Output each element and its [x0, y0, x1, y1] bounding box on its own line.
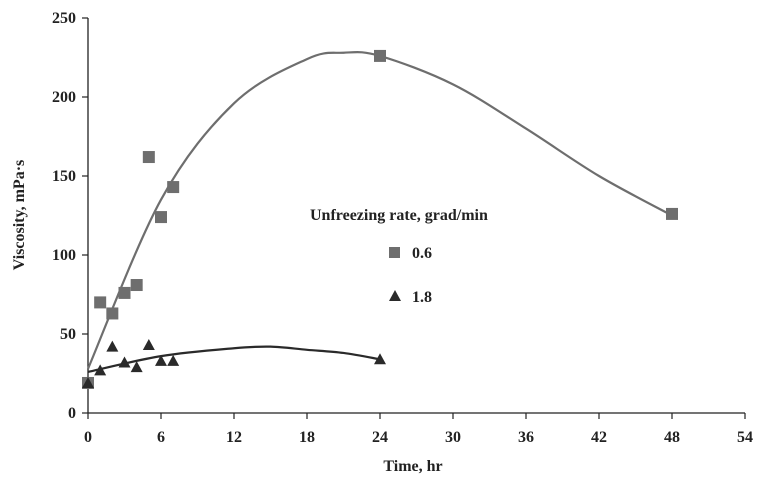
- trend-line-1: [87, 345, 381, 373]
- x-tick-label: 24: [372, 429, 388, 446]
- legend-label-1: 1.8: [412, 289, 432, 306]
- data-points: [82, 49, 678, 389]
- data-point-triangle: [106, 340, 119, 352]
- data-point-square: [118, 286, 131, 299]
- data-point-square: [106, 307, 119, 320]
- x-tick-label: 18: [299, 429, 315, 446]
- data-point-triangle: [118, 356, 131, 368]
- data-point-square: [666, 207, 678, 220]
- data-point-triangle: [142, 339, 155, 351]
- data-point-square: [155, 211, 167, 224]
- data-point-triangle: [167, 354, 180, 366]
- x-tick-label: 36: [518, 429, 534, 446]
- data-point-triangle: [155, 354, 167, 366]
- data-point-triangle: [82, 376, 94, 388]
- x-tick-label: 42: [591, 429, 607, 446]
- y-tick-label: 150: [52, 168, 76, 185]
- x-tick-label: 54: [737, 429, 753, 446]
- data-point-triangle: [130, 361, 143, 373]
- x-axis-title: Time, hr: [383, 458, 442, 475]
- x-tick-label: 12: [226, 429, 242, 446]
- legend-marker-square: [389, 247, 400, 258]
- x-tick-label: 0: [84, 429, 92, 446]
- legend: Unfreezing rate, grad/min 0.6 1.8: [310, 207, 488, 306]
- x-tick-label: 30: [445, 429, 461, 446]
- data-point-triangle: [94, 364, 107, 376]
- data-point-square: [374, 49, 386, 62]
- y-tick-label: 200: [52, 89, 76, 106]
- y-tick-label: 250: [52, 10, 76, 27]
- y-axis-title: Viscosity, mPa·s: [11, 160, 28, 271]
- data-point-square: [142, 151, 155, 164]
- data-point-square: [167, 181, 180, 194]
- y-tick-label: 100: [52, 247, 76, 264]
- x-tick-label: 6: [157, 429, 165, 446]
- data-point-triangle: [374, 353, 386, 365]
- legend-marker-triangle: [389, 290, 401, 301]
- legend-title: Unfreezing rate, grad/min: [310, 207, 488, 224]
- axes: 0 50 100 150 200 250 0 6 12 18 24 30 36 42 48 54: [52, 10, 753, 446]
- y-tick-label: 50: [60, 326, 76, 343]
- data-point-square: [94, 296, 107, 309]
- data-point-square: [130, 279, 143, 292]
- x-tick-label: 48: [664, 429, 680, 446]
- y-tick-label: 0: [68, 405, 76, 422]
- legend-label-0: 0.6: [412, 245, 432, 262]
